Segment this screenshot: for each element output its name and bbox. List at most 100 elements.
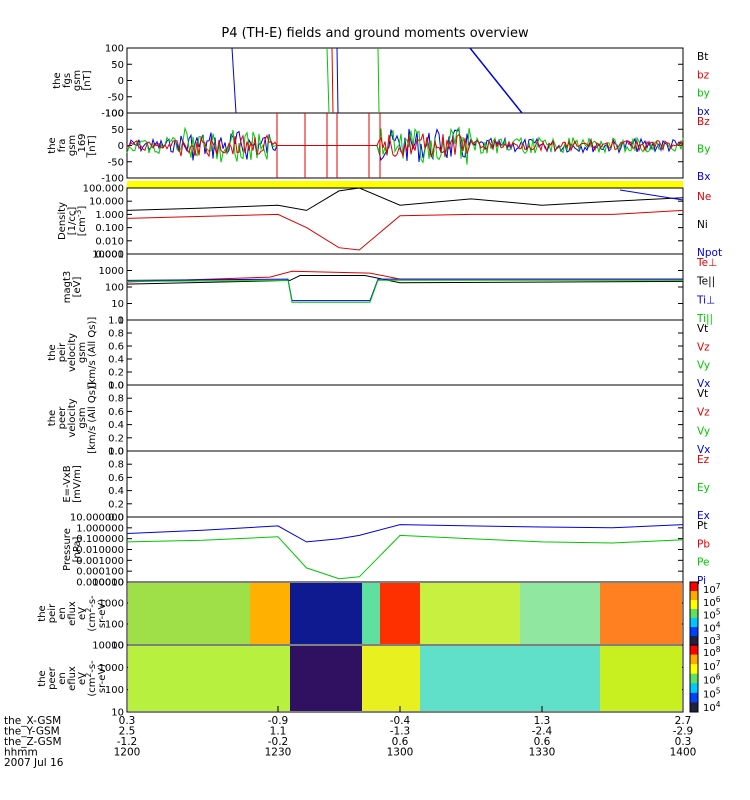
ylabel-temperature: magt3 <box>62 271 73 304</box>
panel-frame-efield <box>126 450 684 518</box>
legend-fgs: bz <box>697 69 710 81</box>
ytick-label-peir_velocity: 0.8 <box>108 329 124 340</box>
ytick-label-fra: 100 <box>105 109 124 120</box>
legend-efield: Ey <box>697 482 710 494</box>
xaxis-tick-value: 1230 <box>265 747 292 759</box>
ylabel-fra: [nT] <box>87 135 98 155</box>
series-Pi <box>126 524 684 543</box>
legend-fgs: by <box>697 88 710 100</box>
bx-trace <box>336 47 339 114</box>
colorbar-peer_eflux <box>690 645 698 656</box>
xaxis-tick-value: 1330 <box>529 747 556 759</box>
legend-peir_velocity: Vy <box>697 360 710 372</box>
xaxis-tick-value: 0.3 <box>119 715 136 727</box>
spectrogram-peir <box>380 583 420 644</box>
by-trace <box>326 47 330 114</box>
xaxis-tick-value: -0.9 <box>268 715 289 727</box>
ylabel-peer_eflux: the <box>37 670 48 686</box>
ylabel-peir_velocity: [km/s (All Qs)] <box>87 317 98 389</box>
ytick-label-fgs: 0 <box>118 76 124 87</box>
ylabel-peer_velocity: velocity <box>67 398 78 437</box>
ylabel-efield: E=-VxB <box>62 465 73 502</box>
ytick-label-density: 0.010 <box>95 236 124 247</box>
ytick-label-fra: 50 <box>111 125 124 136</box>
ytick-label-peir_eflux: 1000 <box>99 599 124 610</box>
legend-density: Npot <box>697 247 722 259</box>
ylabel-peir_velocity: gsm <box>77 342 88 363</box>
bx-trace <box>469 47 523 114</box>
xaxis-tick-value: -2.9 <box>673 726 694 738</box>
xaxis-row-label: the_X-GSM <box>4 715 61 727</box>
legend-pressure: Pi <box>697 575 706 587</box>
ytick-label-efield: 0.6 <box>108 473 124 484</box>
ytick-label-density: 100.000 <box>83 184 124 195</box>
legend-fra: By <box>697 144 710 156</box>
colorbar-peer_eflux <box>690 673 698 684</box>
ylabel-peer_velocity: gsm <box>77 407 88 428</box>
colorbar-peir_eflux <box>690 600 698 610</box>
ylabel-fra: the <box>47 137 58 153</box>
ylabel-density: [1/cc] <box>67 207 78 236</box>
series-Ni <box>126 187 684 211</box>
xaxis-row-label: 2007 Jul 16 <box>4 757 64 769</box>
xaxis-tick-value: 0.6 <box>392 736 409 748</box>
spectrogram-peir <box>600 583 682 644</box>
ytick-label-peer_velocity: 1.0 <box>108 381 124 392</box>
colorbar-label-peer_eflux: 105 <box>703 686 721 700</box>
xaxis-tick-value: -2.4 <box>532 726 553 738</box>
ytick-label-temperature: 1000 <box>99 266 124 277</box>
xaxis-tick-value: 1.1 <box>270 726 287 738</box>
panel-frame-peer_eflux <box>126 644 684 713</box>
ytick-label-fra: 0 <box>118 141 124 152</box>
ytick-label-pressure: 10.000000 <box>70 513 124 524</box>
ytick-label-peir_eflux: 100 <box>105 620 124 631</box>
panel-frame-temperature <box>126 253 684 321</box>
colorbar-label-peer_eflux: 106 <box>703 673 721 687</box>
ytick-label-peir_velocity: 0.2 <box>108 368 124 379</box>
colorbar-label-peir_eflux: 107 <box>703 582 721 596</box>
ytick-label-temperature: 100 <box>105 283 124 294</box>
ylabel-peir_eflux: the <box>37 605 48 621</box>
spectrogram-peir <box>420 583 520 644</box>
ylabel-peer_eflux: eV <box>77 672 88 685</box>
ytick-label-peir_velocity: 0.0 <box>108 381 124 392</box>
ytick-label-fgs: 100 <box>105 44 124 55</box>
ylabel-density: [cm-3] <box>74 206 88 237</box>
xaxis-tick-value: 2.7 <box>675 715 692 727</box>
xaxis-tick-value: 0.3 <box>675 736 692 748</box>
xaxis-tick-value: -0.2 <box>268 736 289 748</box>
ytick-label-pressure: 0.001000 <box>76 556 124 567</box>
colorbar-peer_eflux <box>690 692 698 703</box>
xaxis-tick-value: -1.3 <box>390 726 411 738</box>
legend-peer_velocity: Vx <box>697 444 710 456</box>
ytick-label-temperature: 10000 <box>92 250 124 261</box>
ylabel-fgs: gsm <box>72 70 83 91</box>
series-Ti-par <box>126 279 683 303</box>
legend-peer_velocity: Vy <box>697 425 710 437</box>
ytick-label-peir_eflux: 10000 <box>92 578 124 589</box>
legend-temperature: Te|| <box>696 276 715 288</box>
ytick-label-peir_velocity: 1.0 <box>108 316 124 327</box>
Bz-trace <box>126 133 684 158</box>
spectrogram-peir <box>520 583 600 644</box>
ytick-label-fgs: -50 <box>108 92 124 103</box>
spectrogram-peer <box>128 646 290 711</box>
by-trace <box>377 47 380 114</box>
ytick-label-density: 0.100 <box>95 223 124 234</box>
legend-temperature: Te⊥ <box>696 257 717 269</box>
ylabel-peer_velocity: peer <box>57 406 68 430</box>
colorbar-peer_eflux <box>690 702 698 713</box>
ylabel-peir_eflux: (cm2-s- <box>84 595 98 632</box>
ylabel-peer_velocity: [km/s (All Qs)] <box>87 382 98 454</box>
ytick-label-pressure: 0.010000 <box>76 545 124 556</box>
ylabel-peir_velocity: peir <box>57 342 68 362</box>
ylabel-density: Density <box>57 202 68 240</box>
legend-peir_velocity: Vt <box>697 323 708 335</box>
ytick-label-pressure: 0.100000 <box>76 534 124 545</box>
ytick-label-peer_velocity: 0.4 <box>108 420 124 431</box>
legend-pressure: Pt <box>697 520 707 532</box>
xaxis-tick-value: 2.5 <box>119 726 136 738</box>
bx-trace <box>231 47 237 114</box>
colorbar-peir_eflux <box>690 618 698 628</box>
